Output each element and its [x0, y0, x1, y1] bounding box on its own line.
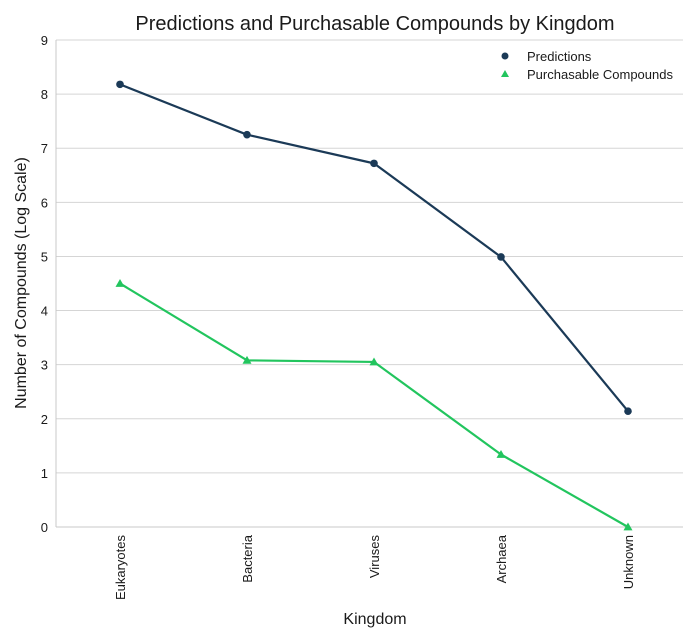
- y-tick-label: 3: [41, 358, 48, 373]
- y-tick-labels: 0 1 2 3 4 5 6 7 8 9: [41, 33, 48, 535]
- chart-title: Predictions and Purchasable Compounds by…: [135, 13, 614, 35]
- series-1: [115, 279, 633, 531]
- legend-marker: [501, 52, 509, 60]
- legend-marker: [501, 70, 509, 77]
- data-point: [369, 357, 379, 366]
- y-tick-label: 5: [41, 249, 48, 264]
- x-tick-label: Eukaryotes: [113, 535, 128, 601]
- y-tick-label: 4: [41, 304, 48, 319]
- legend-label: Purchasable Compounds: [527, 67, 673, 82]
- series: [115, 80, 633, 531]
- y-tick-label: 0: [41, 520, 48, 535]
- series-0: [116, 80, 632, 416]
- y-tick-label: 1: [41, 466, 48, 481]
- data-point: [497, 253, 505, 261]
- y-tick-label: 2: [41, 412, 48, 427]
- grid: [56, 39, 683, 474]
- data-point: [496, 449, 506, 458]
- x-tick-labels: Eukaryotes Bacteria Viruses Archaea Unknown: [113, 534, 636, 600]
- data-point: [624, 407, 632, 416]
- y-axis-label: Number of Compounds (Log Scale): [13, 157, 30, 409]
- data-point: [370, 159, 378, 168]
- data-point: [623, 522, 633, 531]
- y-tick-label: 8: [41, 87, 48, 102]
- legend-label: Predictions: [527, 49, 592, 64]
- x-axis-label: Kingdom: [343, 611, 406, 628]
- y-tick-label: 7: [41, 141, 48, 156]
- x-tick-label: Viruses: [367, 535, 382, 579]
- x-tick-label: Bacteria: [240, 534, 255, 582]
- data-point: [243, 130, 251, 139]
- x-tick-label: Archaea: [494, 534, 509, 583]
- data-point: [242, 355, 252, 364]
- legend: Predictions Purchasable Compounds: [501, 49, 673, 82]
- y-tick-label: 9: [41, 33, 48, 48]
- y-tick-label: 6: [41, 195, 48, 210]
- data-point: [115, 279, 125, 287]
- data-point: [116, 80, 124, 89]
- x-tick-label: Unknown: [621, 535, 636, 589]
- axes: [55, 40, 683, 528]
